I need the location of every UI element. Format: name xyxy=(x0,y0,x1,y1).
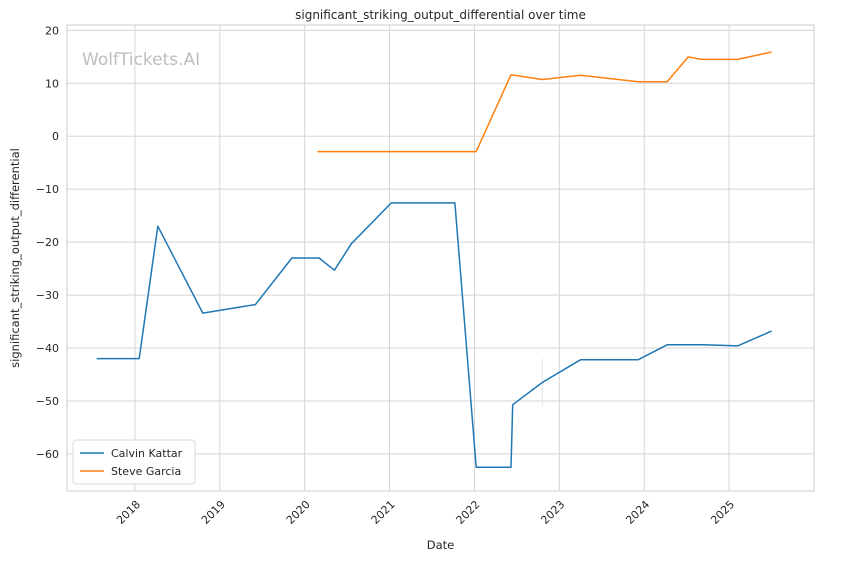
y-tick-label: 20 xyxy=(45,24,59,37)
x-tick-label: 2025 xyxy=(708,498,737,527)
y-axis-title: significant_striking_output_differential xyxy=(8,148,22,368)
x-tick-label: 2023 xyxy=(538,498,567,527)
y-tick-label: 10 xyxy=(45,77,59,90)
y-tick-label: −30 xyxy=(36,289,59,302)
y-tick-label: 0 xyxy=(52,130,59,143)
y-tick-label: −40 xyxy=(36,342,59,355)
legend-label-steve-garcia: Steve Garcia xyxy=(111,465,181,478)
legend-box xyxy=(72,439,196,485)
x-tick-label: 2018 xyxy=(114,498,143,527)
series-line-steve-garcia xyxy=(317,51,772,153)
chart-title: significant_striking_output_differential… xyxy=(295,8,586,22)
x-axis-title: Date xyxy=(427,538,455,552)
x-tick-label: 2021 xyxy=(369,498,398,527)
y-tick-label: −50 xyxy=(36,395,59,408)
series-line-calvin-kattar xyxy=(96,202,772,468)
x-tick-label: 2024 xyxy=(623,498,652,527)
x-tick-label: 2022 xyxy=(454,498,483,527)
x-tick-label: 2019 xyxy=(199,498,228,527)
watermark-text: WolfTickets.AI xyxy=(82,50,200,70)
x-axis-ticks: 2018 2019 2020 2021 2022 2023 2024 2025 xyxy=(114,498,737,527)
x-tick-label: 2020 xyxy=(284,498,313,527)
y-tick-label: −10 xyxy=(36,183,59,196)
legend-label-calvin-kattar: Calvin Kattar xyxy=(111,447,183,460)
y-tick-label: −20 xyxy=(36,236,59,249)
grid-layer xyxy=(67,25,814,491)
series-layer xyxy=(96,51,772,468)
plot-area-frame xyxy=(66,24,815,492)
legend: Calvin Kattar Steve Garcia xyxy=(72,439,196,485)
y-tick-label: −60 xyxy=(36,448,59,461)
y-axis-ticks: 20 10 0 −10 −20 −30 −40 −50 −60 xyxy=(36,24,59,461)
